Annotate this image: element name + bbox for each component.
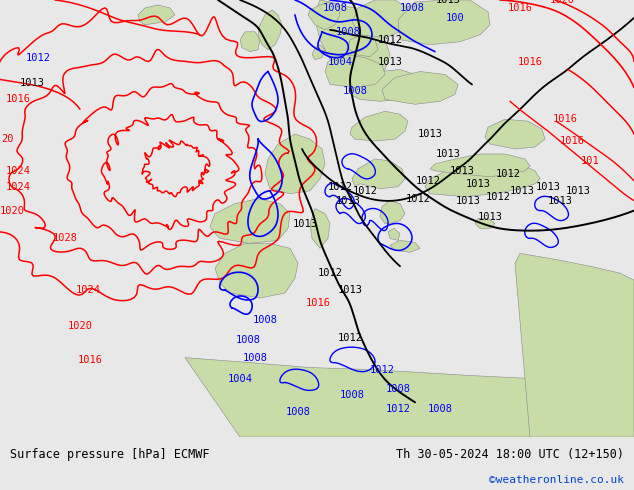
- Text: 1013: 1013: [465, 179, 491, 189]
- Text: 1012: 1012: [328, 182, 353, 192]
- Text: 1012: 1012: [496, 169, 521, 179]
- Polygon shape: [138, 5, 175, 25]
- Text: 1013: 1013: [566, 186, 590, 196]
- Text: 1013: 1013: [335, 196, 361, 206]
- Polygon shape: [430, 154, 530, 177]
- Text: 1013: 1013: [455, 196, 481, 206]
- Text: 1016: 1016: [6, 95, 30, 104]
- Text: 1012: 1012: [337, 333, 363, 343]
- Polygon shape: [210, 198, 290, 244]
- Polygon shape: [215, 244, 298, 298]
- Polygon shape: [425, 161, 540, 196]
- Text: 1004: 1004: [328, 56, 353, 67]
- Polygon shape: [308, 2, 340, 30]
- Text: 1012: 1012: [486, 192, 510, 202]
- Text: 1012: 1012: [25, 52, 51, 63]
- Text: 1020: 1020: [0, 206, 25, 216]
- Text: 1013: 1013: [418, 129, 443, 139]
- Text: 1013: 1013: [548, 196, 573, 206]
- Text: 1016: 1016: [559, 136, 585, 146]
- Polygon shape: [310, 209, 330, 248]
- Text: 1012: 1012: [385, 404, 410, 414]
- Text: 1013: 1013: [292, 219, 318, 228]
- Text: 1008: 1008: [399, 3, 425, 13]
- Polygon shape: [388, 228, 400, 241]
- Text: 1004: 1004: [228, 374, 252, 385]
- Text: 1012: 1012: [353, 186, 377, 196]
- Text: Th 30-05-2024 18:00 UTC (12+150): Th 30-05-2024 18:00 UTC (12+150): [396, 447, 624, 461]
- Text: 1020: 1020: [550, 0, 574, 5]
- Polygon shape: [240, 32, 260, 51]
- Text: 1008: 1008: [252, 315, 278, 325]
- Text: 1008: 1008: [323, 3, 347, 13]
- Text: 1012: 1012: [370, 365, 394, 374]
- Text: 1013: 1013: [510, 186, 534, 196]
- Text: 1013: 1013: [450, 166, 474, 176]
- Polygon shape: [380, 201, 405, 223]
- Text: 1012: 1012: [318, 268, 342, 278]
- Text: 1016: 1016: [306, 298, 330, 308]
- Polygon shape: [265, 134, 325, 194]
- Text: 1013: 1013: [536, 182, 560, 192]
- Polygon shape: [515, 253, 634, 437]
- Polygon shape: [390, 241, 420, 252]
- Polygon shape: [350, 70, 420, 101]
- Polygon shape: [312, 45, 325, 60]
- Text: 1016: 1016: [77, 355, 103, 365]
- Text: 1020: 1020: [67, 321, 93, 331]
- Polygon shape: [485, 119, 545, 149]
- Polygon shape: [258, 10, 282, 49]
- Text: 1012: 1012: [406, 194, 430, 204]
- Text: ©weatheronline.co.uk: ©weatheronline.co.uk: [489, 475, 624, 486]
- Text: 1013: 1013: [377, 56, 403, 67]
- Text: 1008: 1008: [335, 27, 361, 37]
- Text: 1008: 1008: [339, 391, 365, 400]
- Text: 1013: 1013: [477, 212, 503, 221]
- Polygon shape: [352, 159, 405, 189]
- Polygon shape: [350, 111, 408, 141]
- Text: 1024: 1024: [6, 166, 30, 176]
- Text: Surface pressure [hPa] ECMWF: Surface pressure [hPa] ECMWF: [10, 447, 209, 461]
- Text: 1012: 1012: [377, 35, 403, 45]
- Polygon shape: [315, 0, 390, 84]
- Text: 20: 20: [2, 134, 14, 144]
- Polygon shape: [352, 0, 410, 38]
- Polygon shape: [185, 358, 634, 437]
- Text: 1013: 1013: [436, 149, 460, 159]
- Polygon shape: [348, 35, 378, 57]
- Text: 1008: 1008: [427, 404, 453, 414]
- Text: 100: 100: [446, 13, 464, 23]
- Text: 1008: 1008: [385, 384, 410, 394]
- Text: 1016: 1016: [517, 56, 543, 67]
- Text: 1016: 1016: [507, 3, 533, 13]
- Polygon shape: [475, 219, 495, 228]
- Text: 1024: 1024: [75, 285, 101, 295]
- Text: 1008: 1008: [342, 86, 368, 97]
- Polygon shape: [398, 0, 490, 45]
- Text: 101: 101: [581, 156, 599, 166]
- Text: 1008: 1008: [235, 335, 261, 345]
- Text: 1013: 1013: [337, 285, 363, 295]
- Text: 1013: 1013: [436, 0, 460, 5]
- Text: 1024: 1024: [6, 182, 30, 192]
- Text: 1016: 1016: [552, 114, 578, 124]
- Polygon shape: [325, 54, 385, 87]
- Text: 1012: 1012: [415, 176, 441, 186]
- Polygon shape: [382, 72, 458, 104]
- Text: 1028: 1028: [53, 233, 77, 244]
- Text: 1008: 1008: [285, 407, 311, 417]
- Text: 1008: 1008: [242, 353, 268, 363]
- Text: 1013: 1013: [20, 78, 44, 88]
